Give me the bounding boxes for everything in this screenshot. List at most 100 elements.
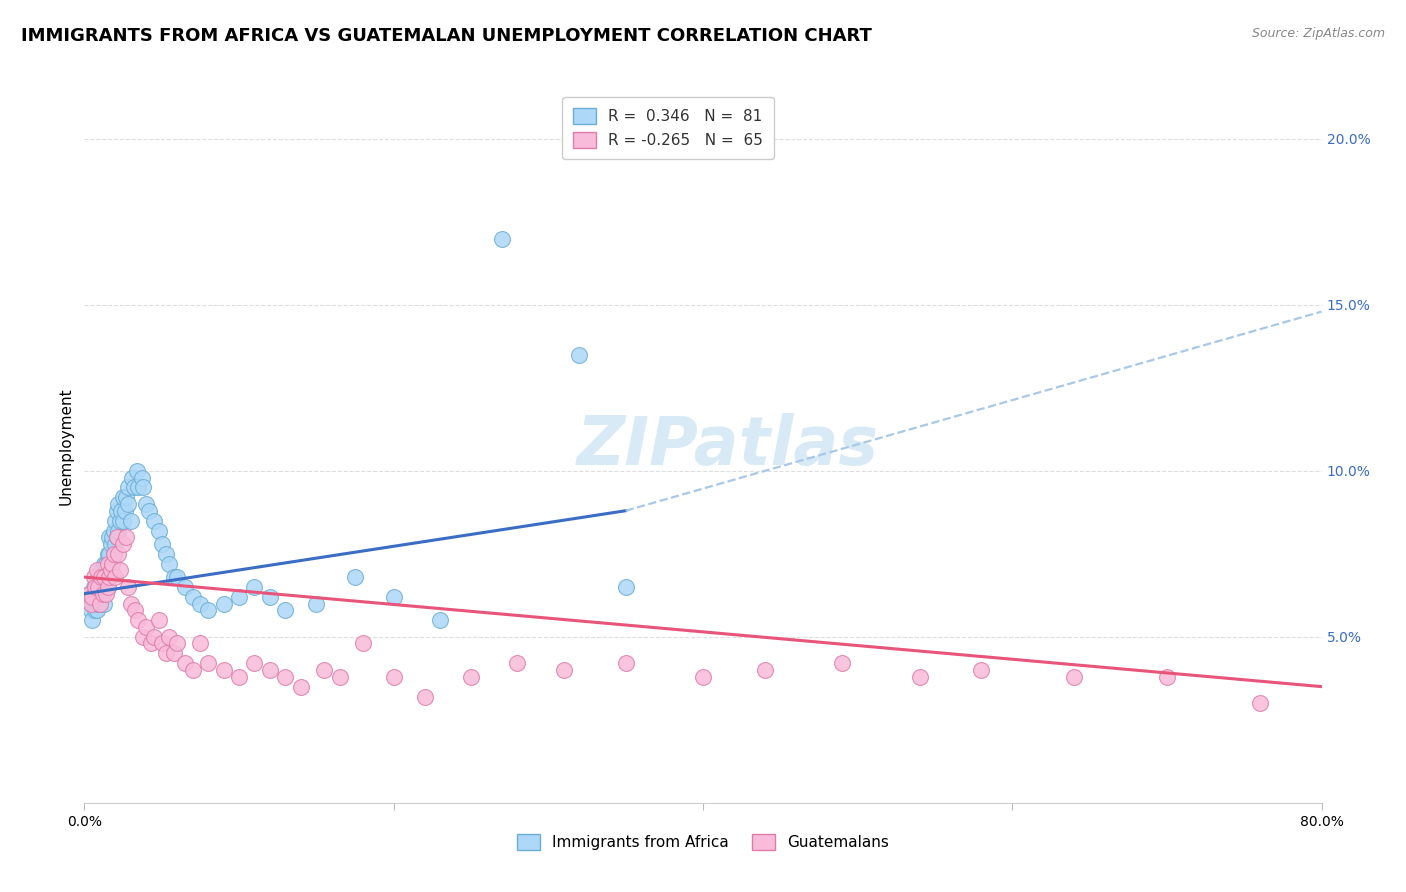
- Point: [117, 481, 139, 495]
- Point: [87, 587, 110, 601]
- Point: [553, 663, 575, 677]
- Point: [132, 481, 155, 495]
- Point: [94, 570, 117, 584]
- Point: [312, 663, 335, 677]
- Point: [93, 570, 115, 584]
- Point: [132, 630, 155, 644]
- Point: [305, 597, 328, 611]
- Point: [155, 647, 177, 661]
- Point: [181, 663, 204, 677]
- Point: [112, 514, 135, 528]
- Point: [197, 603, 219, 617]
- Point: [117, 580, 139, 594]
- Point: [382, 670, 405, 684]
- Point: [86, 564, 108, 578]
- Point: [84, 603, 107, 617]
- Point: [107, 524, 129, 538]
- Point: [174, 580, 197, 594]
- Point: [1063, 670, 1085, 684]
- Point: [93, 597, 115, 611]
- Point: [77, 587, 100, 601]
- Point: [614, 580, 637, 594]
- Point: [568, 348, 591, 362]
- Point: [94, 557, 117, 571]
- Point: [155, 547, 177, 561]
- Point: [107, 547, 129, 561]
- Point: [98, 570, 121, 584]
- Point: [89, 597, 111, 611]
- Point: [259, 590, 281, 604]
- Point: [131, 470, 153, 484]
- Point: [197, 657, 219, 671]
- Point: [243, 657, 266, 671]
- Point: [94, 587, 117, 601]
- Point: [228, 670, 250, 684]
- Point: [148, 524, 170, 538]
- Point: [117, 497, 139, 511]
- Point: [188, 636, 211, 650]
- Point: [212, 597, 235, 611]
- Point: [83, 597, 105, 611]
- Point: [89, 597, 111, 611]
- Point: [110, 504, 132, 518]
- Point: [100, 564, 122, 578]
- Point: [104, 514, 127, 528]
- Point: [96, 557, 118, 571]
- Point: [1156, 670, 1178, 684]
- Point: [87, 570, 110, 584]
- Point: [506, 657, 529, 671]
- Point: [243, 580, 266, 594]
- Point: [274, 603, 297, 617]
- Y-axis label: Unemployment: Unemployment: [59, 387, 75, 505]
- Point: [159, 630, 180, 644]
- Point: [86, 597, 108, 611]
- Point: [382, 590, 405, 604]
- Point: [79, 597, 101, 611]
- Point: [103, 524, 125, 538]
- Point: [98, 530, 121, 544]
- Point: [84, 580, 107, 594]
- Point: [105, 504, 128, 518]
- Point: [163, 570, 186, 584]
- Point: [90, 570, 112, 584]
- Point: [108, 564, 131, 578]
- Point: [98, 547, 121, 561]
- Point: [429, 613, 451, 627]
- Point: [100, 537, 122, 551]
- Point: [89, 580, 111, 594]
- Point: [460, 670, 482, 684]
- Point: [413, 690, 436, 704]
- Point: [290, 680, 312, 694]
- Point: [108, 514, 131, 528]
- Point: [159, 557, 180, 571]
- Text: IMMIGRANTS FROM AFRICA VS GUATEMALAN UNEMPLOYMENT CORRELATION CHART: IMMIGRANTS FROM AFRICA VS GUATEMALAN UNE…: [21, 27, 872, 45]
- Point: [103, 547, 125, 561]
- Point: [101, 557, 124, 571]
- Point: [122, 481, 145, 495]
- Point: [121, 470, 143, 484]
- Point: [98, 570, 121, 584]
- Point: [105, 530, 128, 544]
- Point: [90, 564, 112, 578]
- Point: [181, 590, 204, 604]
- Point: [692, 670, 714, 684]
- Text: Source: ZipAtlas.com: Source: ZipAtlas.com: [1251, 27, 1385, 40]
- Point: [125, 464, 148, 478]
- Point: [166, 636, 188, 650]
- Point: [228, 590, 250, 604]
- Point: [93, 580, 115, 594]
- Point: [115, 491, 138, 505]
- Point: [83, 570, 105, 584]
- Point: [77, 587, 100, 601]
- Point: [105, 530, 128, 544]
- Point: [83, 580, 105, 594]
- Point: [352, 636, 374, 650]
- Point: [93, 557, 115, 571]
- Point: [96, 580, 118, 594]
- Point: [86, 603, 108, 617]
- Point: [328, 670, 352, 684]
- Point: [115, 530, 138, 544]
- Point: [148, 613, 170, 627]
- Legend: Immigrants from Africa, Guatemalans: Immigrants from Africa, Guatemalans: [508, 824, 898, 859]
- Point: [82, 597, 104, 611]
